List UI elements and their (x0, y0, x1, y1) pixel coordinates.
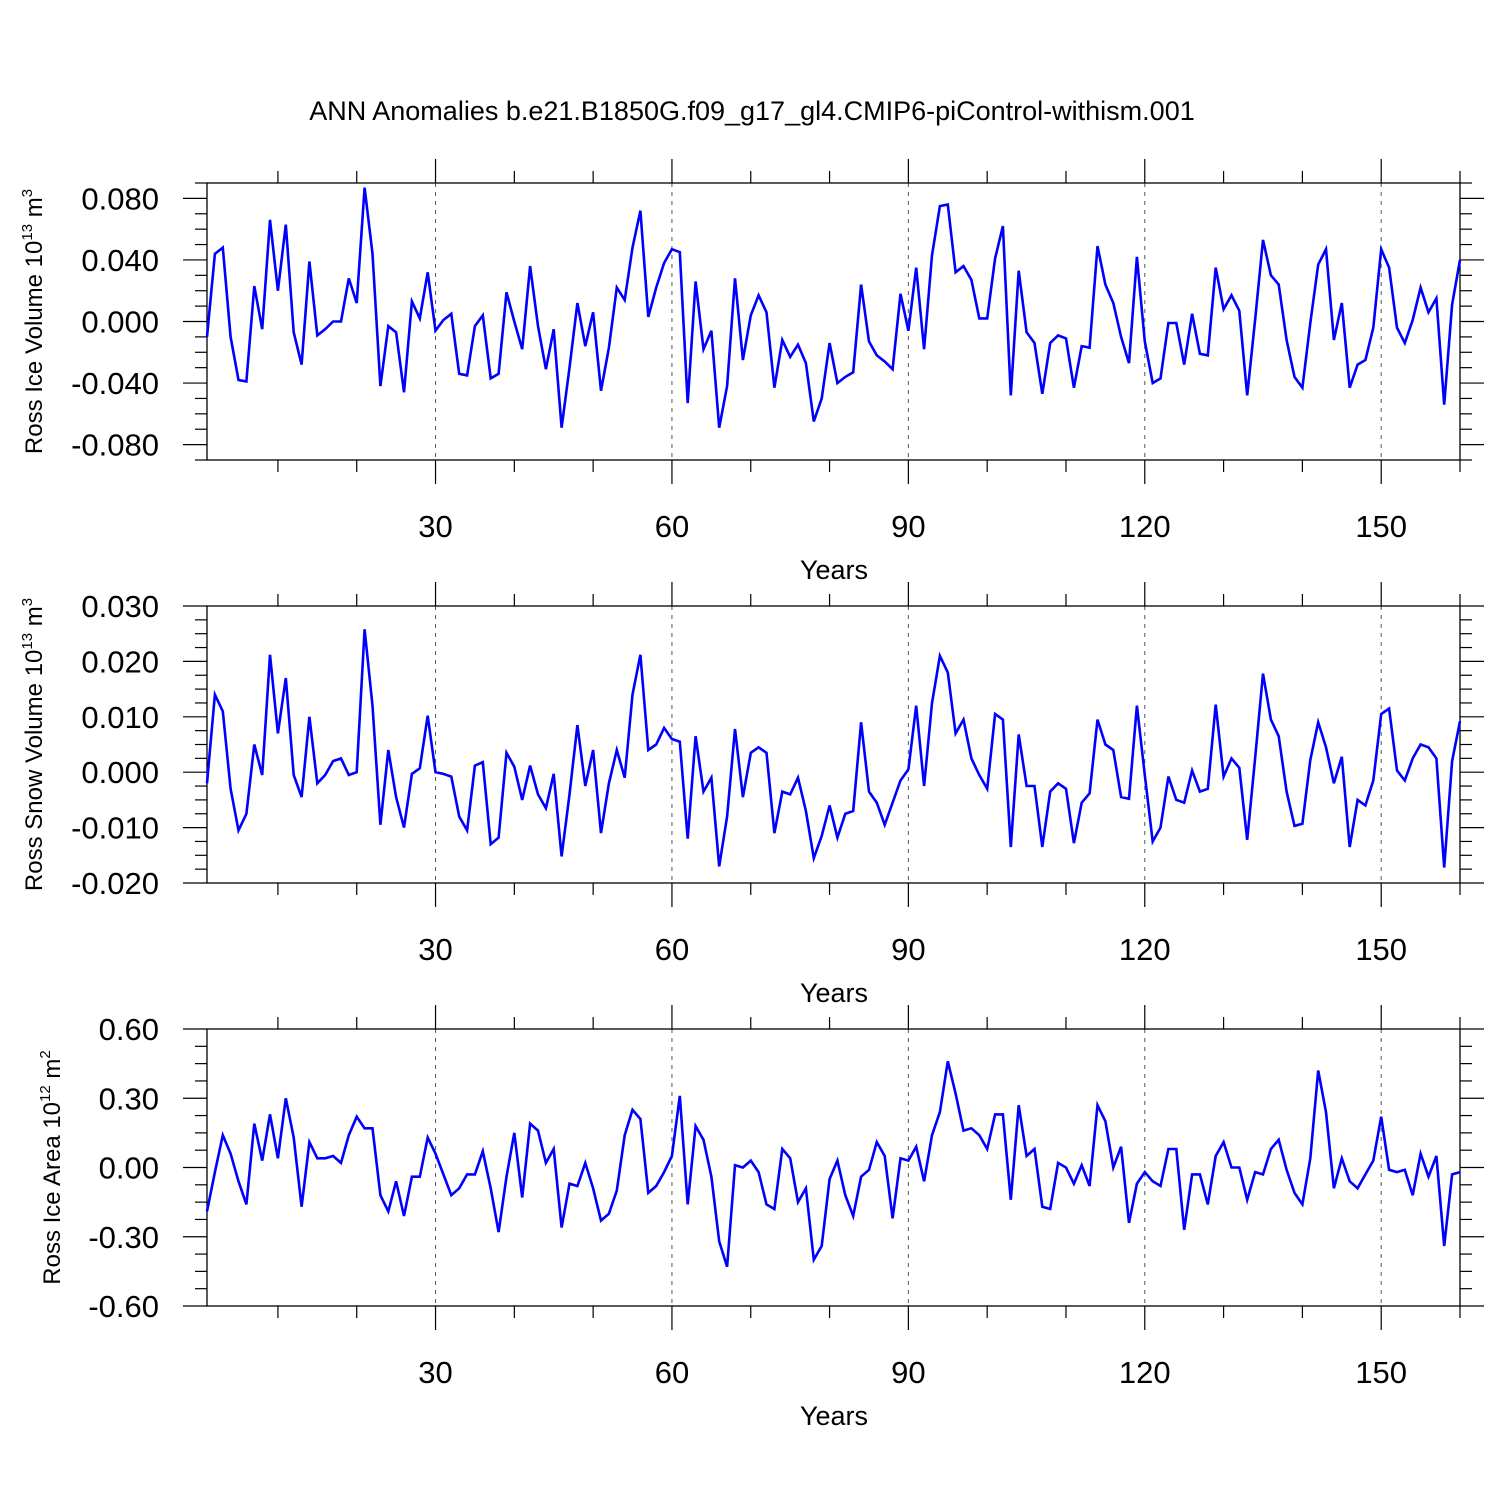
y-axis-label-text: Ross Ice Volume 10 (21, 241, 48, 454)
y-axis-label: Ross Snow Volume 1013 m3 (19, 598, 48, 891)
x-tick-label: 120 (1119, 932, 1171, 967)
y-axis-label-unit-exponent: 2 (37, 1050, 54, 1058)
y-tick-label: 0.040 (81, 243, 159, 278)
y-tick-label: -0.040 (71, 366, 159, 401)
y-tick-label: 0.030 (81, 589, 159, 624)
x-tick-label: 120 (1119, 509, 1171, 544)
y-axis-label-text: Ross Snow Volume 10 (21, 650, 48, 891)
x-tick-label: 150 (1355, 1355, 1407, 1390)
y-tick-label: -0.010 (71, 811, 159, 846)
y-axis-label-unit: m (21, 197, 48, 224)
series-line (205, 629, 1462, 868)
series-line (205, 187, 1462, 428)
y-axis-label-exponent: 13 (19, 633, 36, 650)
y-tick-label: -0.30 (88, 1220, 159, 1255)
y-tick-label: 0.000 (81, 305, 159, 340)
series-line (205, 1060, 1461, 1268)
y-axis-label: Ross Ice Area 1012 m2 (37, 1050, 66, 1284)
x-axis-label: Years (800, 978, 868, 1008)
x-tick-label: 90 (891, 1355, 925, 1390)
y-tick-label: -0.020 (71, 866, 159, 901)
figure-title: ANN Anomalies b.e21.B1850G.f09_g17_gl4.C… (309, 96, 1194, 126)
y-tick-label: 0.00 (99, 1151, 159, 1186)
y-axis-label-unit-exponent: 3 (19, 189, 36, 197)
y-axis-label-text: Ross Ice Area 10 (39, 1102, 66, 1285)
y-axis-label-unit: m (39, 1059, 66, 1086)
x-tick-label: 150 (1355, 932, 1407, 967)
x-tick-label: 120 (1119, 1355, 1171, 1390)
y-axis-label-unit-exponent: 3 (19, 598, 36, 606)
x-tick-label: 30 (418, 932, 452, 967)
y-axis-label: Ross Ice Volume 1013 m3 (19, 189, 48, 454)
y-tick-label: -0.080 (71, 428, 159, 463)
panels: 0.080 0.040 0.000 -0.040 -0.080 30 60 90 120 150 Y… (19, 159, 1484, 1431)
chart-panel-3: 0.60 0.30 0.00 -0.30 -0.60 30 60 90 120 150 Years R… (37, 1005, 1484, 1431)
y-axis-label-unit: m (21, 606, 48, 633)
x-tick-label: 30 (418, 1355, 452, 1390)
x-tick-label: 30 (418, 509, 452, 544)
x-tick-label: 60 (655, 932, 689, 967)
y-tick-label: 0.010 (81, 700, 159, 735)
y-tick-label: 0.080 (81, 181, 159, 216)
y-tick-label: 0.30 (99, 1081, 159, 1116)
y-tick-label: 0.020 (81, 644, 159, 679)
y-tick-label: 0.000 (81, 755, 159, 790)
y-tick-label: 0.60 (99, 1012, 159, 1047)
y-axis-label-exponent: 12 (37, 1085, 54, 1102)
chart-panel-2: 0.030 0.020 0.010 0.000 -0.010 -0.020 30 60 90 12… (19, 582, 1484, 1008)
y-tick-label: -0.60 (88, 1289, 159, 1324)
x-tick-label: 90 (891, 932, 925, 967)
x-axis-label: Years (800, 1401, 868, 1431)
x-tick-label: 150 (1355, 509, 1407, 544)
x-axis-label: Years (800, 555, 868, 585)
x-tick-label: 60 (655, 509, 689, 544)
x-tick-label: 60 (655, 1355, 689, 1390)
chart-panel-1: 0.080 0.040 0.000 -0.040 -0.080 30 60 90 120 150 Y… (19, 159, 1484, 585)
y-axis-label-exponent: 13 (19, 224, 36, 241)
x-tick-label: 90 (891, 509, 925, 544)
